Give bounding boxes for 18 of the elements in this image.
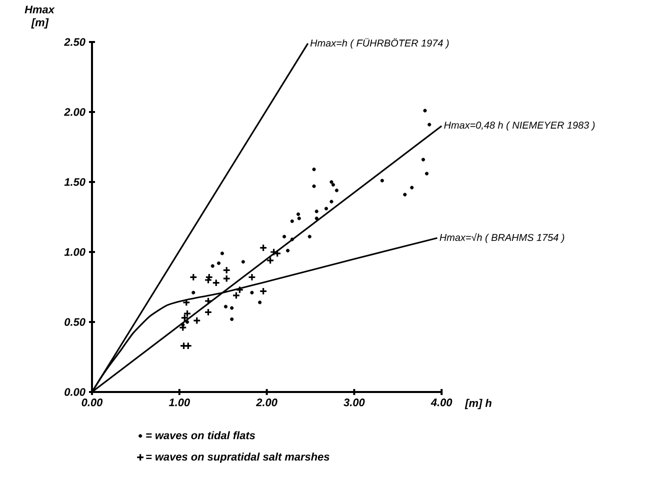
x-axis-title: [m] h xyxy=(464,398,492,410)
x-tick-label: 2.00 xyxy=(256,398,278,406)
x-tick-label: 1.00 xyxy=(168,398,190,406)
y-tick-label: 1.00 xyxy=(64,248,86,256)
series-label: Hmax=√h ( BRAHMS 1754 ) xyxy=(440,233,564,243)
x-tick-label: 0.00 xyxy=(82,398,103,406)
series-label: Hmax=h ( FÜHRBÖTER 1974 ) xyxy=(310,38,449,49)
y-tick-label: 0.00 xyxy=(64,388,86,396)
y-tick-label: 0.50 xyxy=(64,318,86,326)
y-axis-title: Hmax [m] xyxy=(24,6,55,28)
x-tick-label: 3.00 xyxy=(344,398,365,406)
x-tick-label: 4.00 xyxy=(430,398,452,406)
y-tick-label: 1.50 xyxy=(64,178,86,186)
series-label: Hmax=0,48 h ( NIEMEYER 1983 ) xyxy=(444,121,595,131)
y-tick-label: 2.50 xyxy=(64,38,86,46)
y-tick-label: 2.00 xyxy=(64,108,86,116)
legend-label: = waves on tidal flats xyxy=(146,431,256,440)
legend-label: = waves on supratidal salt marshes xyxy=(146,452,330,463)
